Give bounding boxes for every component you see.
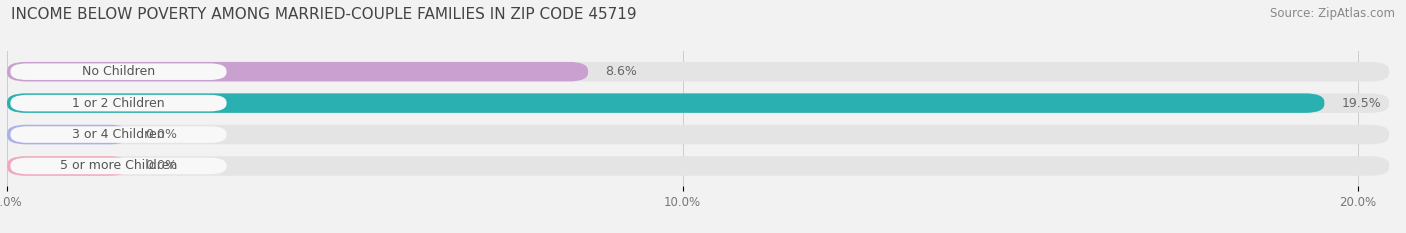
Text: 3 or 4 Children: 3 or 4 Children	[72, 128, 165, 141]
FancyBboxPatch shape	[7, 93, 1324, 113]
Text: 19.5%: 19.5%	[1341, 97, 1381, 110]
FancyBboxPatch shape	[10, 95, 226, 111]
FancyBboxPatch shape	[7, 125, 1389, 144]
FancyBboxPatch shape	[7, 62, 588, 81]
Text: No Children: No Children	[82, 65, 155, 78]
FancyBboxPatch shape	[10, 126, 226, 143]
Text: 0.0%: 0.0%	[146, 159, 177, 172]
FancyBboxPatch shape	[7, 62, 1389, 81]
FancyBboxPatch shape	[10, 63, 226, 80]
Text: 5 or more Children: 5 or more Children	[60, 159, 177, 172]
FancyBboxPatch shape	[7, 156, 1389, 176]
Text: INCOME BELOW POVERTY AMONG MARRIED-COUPLE FAMILIES IN ZIP CODE 45719: INCOME BELOW POVERTY AMONG MARRIED-COUPL…	[11, 7, 637, 22]
FancyBboxPatch shape	[10, 158, 226, 174]
Text: 0.0%: 0.0%	[146, 128, 177, 141]
FancyBboxPatch shape	[7, 93, 1389, 113]
Text: 1 or 2 Children: 1 or 2 Children	[72, 97, 165, 110]
Text: 8.6%: 8.6%	[605, 65, 637, 78]
FancyBboxPatch shape	[7, 125, 128, 144]
Text: Source: ZipAtlas.com: Source: ZipAtlas.com	[1270, 7, 1395, 20]
FancyBboxPatch shape	[7, 156, 128, 176]
